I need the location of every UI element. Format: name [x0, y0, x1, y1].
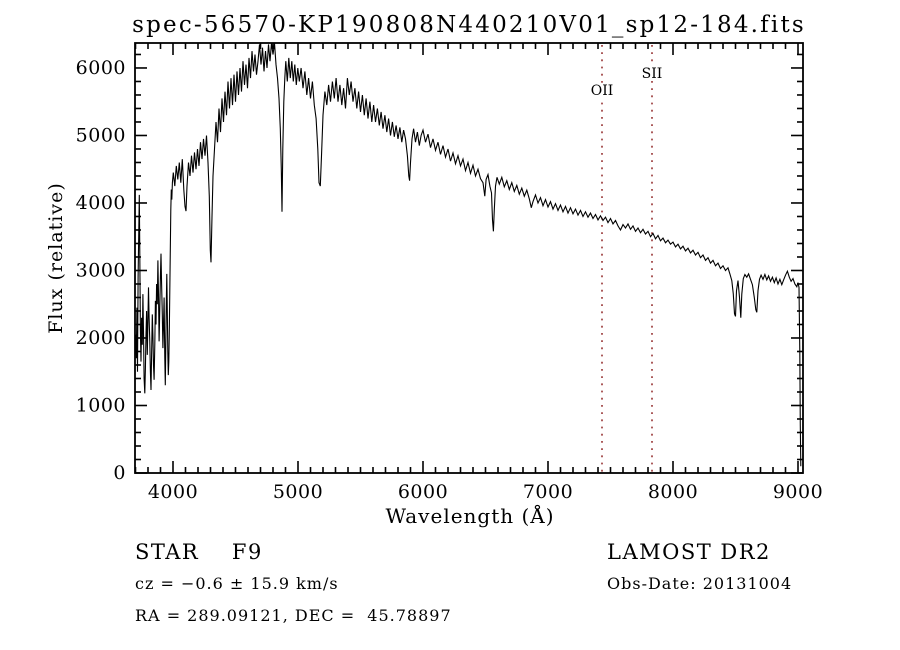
- marker-label-backing: [635, 66, 669, 81]
- obs-date: Obs-Date: 20131004: [607, 574, 793, 593]
- y-tick-label: 2000: [76, 327, 126, 349]
- classification-label: STAR F9: [135, 540, 263, 564]
- x-tick-label: 9000: [773, 481, 823, 503]
- y-tick-label: 5000: [76, 124, 126, 146]
- y-tick-label: 0: [113, 462, 126, 484]
- marker-label-sii: SII: [642, 66, 663, 82]
- plot-title: spec-56570-KP190808N440210V01_sp12-184.f…: [132, 12, 806, 38]
- x-tick-label: 5000: [273, 481, 323, 503]
- survey-label: LAMOST DR2: [607, 540, 771, 564]
- y-axis-label: Flux (relative): [45, 182, 67, 334]
- x-tick-label: 6000: [398, 481, 448, 503]
- y-tick-label: 6000: [76, 57, 126, 79]
- x-tick-label: 8000: [648, 481, 698, 503]
- marker-label-backing: [585, 83, 619, 98]
- plot-border: [134, 42, 804, 474]
- marker-label-oii: OII: [591, 83, 614, 99]
- y-tick-label: 3000: [76, 259, 126, 281]
- ra-dec-value: RA = 289.09121, DEC = 45.78897: [135, 606, 452, 625]
- cz-value: cz = −0.6 ± 15.9 km/s: [135, 574, 339, 593]
- x-tick-label: 7000: [523, 481, 573, 503]
- y-tick-label: 4000: [76, 192, 126, 214]
- y-tick-label: 1000: [76, 394, 126, 416]
- spectrum-line: [134, 42, 802, 467]
- x-axis-label: Wavelength (Å): [385, 504, 555, 528]
- x-tick-label: 4000: [148, 481, 198, 503]
